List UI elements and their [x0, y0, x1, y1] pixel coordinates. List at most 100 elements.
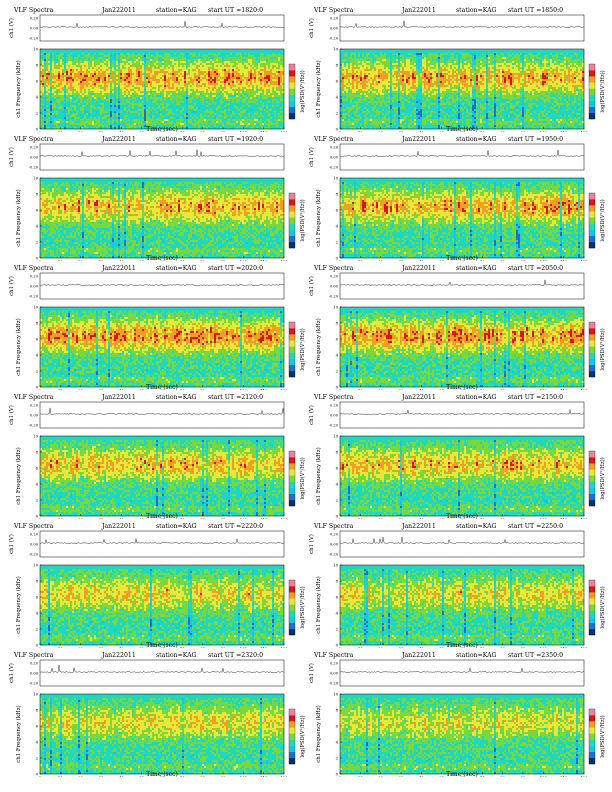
spectrogram-cell [114, 57, 117, 60]
spectrogram-cell [168, 91, 171, 94]
spectrogram-cell [282, 123, 285, 126]
spectrogram-cell [280, 127, 283, 130]
spectrogram-cell [52, 51, 55, 54]
spectrogram-cell [222, 115, 225, 118]
spectrogram-cell [264, 75, 267, 78]
spectrogram-cell [96, 91, 99, 94]
spectrogram-cell [108, 59, 111, 62]
spectrogram-cell [134, 115, 137, 118]
spectrogram-cell [230, 83, 233, 86]
spectrogram-cell [86, 59, 89, 62]
spectrogram-cell [116, 105, 119, 108]
spectrogram-cell [104, 65, 107, 68]
spectrogram-cell [90, 85, 93, 88]
spectrogram-cell [62, 115, 65, 118]
spectrogram-cell [282, 77, 285, 80]
spectrogram-cell [66, 123, 69, 126]
spectrogram-cell [154, 109, 157, 112]
spectrogram-cell [146, 99, 149, 102]
spectrogram-cell [108, 97, 111, 100]
spectrogram-cell [140, 125, 143, 128]
spectrogram-cell [280, 83, 283, 86]
spectrogram-cell [236, 51, 239, 54]
spectrogram-cell [272, 113, 275, 116]
spectrogram-cell [244, 65, 247, 68]
spectrogram-cell [54, 51, 57, 54]
spectrogram-cell [198, 117, 201, 120]
spectrogram-cell [216, 93, 219, 96]
spectrogram-cell [224, 57, 227, 60]
spectrogram-cell [48, 125, 51, 128]
spectrogram-cell [122, 59, 125, 62]
spectrogram-cell [82, 61, 85, 64]
spectrogram-cell [232, 119, 235, 122]
spectrogram-cell [154, 65, 157, 68]
spectrogram-cell [166, 75, 169, 78]
spectrogram-cell [74, 95, 77, 98]
spectrogram-cell [220, 89, 223, 92]
spectrogram-cell [168, 113, 171, 116]
spectrogram-cell [122, 95, 125, 98]
spectrogram-cell [118, 79, 121, 82]
spectrogram-cell [128, 117, 131, 120]
spectrogram-cell [266, 59, 269, 62]
spectrogram-cell [204, 119, 207, 122]
spectrogram-cell [282, 119, 285, 122]
spectrogram-cell [200, 67, 203, 70]
spectrogram-cell [106, 61, 109, 64]
spectrogram-cell [82, 71, 85, 74]
spectrogram-cell [220, 63, 223, 66]
spectrogram-cell [84, 123, 87, 126]
spectrogram-cell [162, 79, 165, 82]
spectrogram-cell [54, 75, 57, 78]
spectrogram-cell [116, 93, 119, 96]
spectrogram-cell [114, 51, 117, 54]
spectrogram-cell [152, 117, 155, 120]
spectrogram-cell [146, 119, 149, 122]
spectrogram-cell [252, 69, 255, 72]
spectrogram-cell [220, 67, 223, 70]
spectrogram-cell [224, 121, 227, 124]
spectrogram-cell [80, 119, 83, 122]
time-tick-label: 110 [260, 130, 268, 132]
panel-station: station=KAG [456, 7, 497, 14]
spectrogram-cell [152, 49, 155, 52]
spectrogram-cell [98, 51, 101, 54]
spectrogram-cell [60, 117, 63, 120]
spectrogram-cell [252, 113, 255, 116]
spectrogram-cell [262, 81, 265, 84]
spectrogram-cell [80, 105, 83, 108]
spectrogram-cell [196, 123, 199, 126]
spectrogram-cell [252, 55, 255, 58]
spectrogram-cell [258, 103, 261, 106]
spectrogram-cell [188, 75, 191, 78]
spectrogram-cell [278, 81, 281, 84]
spectrogram-cell [138, 63, 141, 66]
spectrogram-cell [76, 121, 79, 124]
spectrogram-cell [254, 63, 257, 66]
spectrogram-cell [262, 79, 265, 82]
spectrogram-cell [234, 109, 237, 112]
spectrogram-cell [264, 53, 267, 56]
spectrogram-cell [68, 103, 71, 106]
spectrogram-cell [216, 111, 219, 114]
spectrogram-cell [134, 53, 137, 56]
spectrogram-cell [214, 107, 217, 110]
spectrogram-cell [238, 61, 241, 64]
spectrogram-cell [214, 103, 217, 106]
spectrogram-cell [102, 107, 105, 110]
spectrogram-cell [64, 103, 67, 106]
spectrogram-cell [262, 121, 265, 124]
spectrogram-cell [124, 51, 127, 54]
spectrogram-cell [190, 67, 193, 70]
spectrogram-cell [86, 49, 89, 52]
spectrogram-cell [124, 91, 127, 94]
spectrogram-cell [104, 121, 107, 124]
spectrogram-cell [86, 95, 89, 98]
spectrogram-cell [278, 59, 281, 62]
spectrogram-cell [48, 105, 51, 108]
spectrogram-cell [272, 65, 275, 68]
spectrogram-cell [252, 93, 255, 96]
spectrogram-cell [276, 79, 279, 82]
spectrogram-cell [236, 73, 239, 76]
